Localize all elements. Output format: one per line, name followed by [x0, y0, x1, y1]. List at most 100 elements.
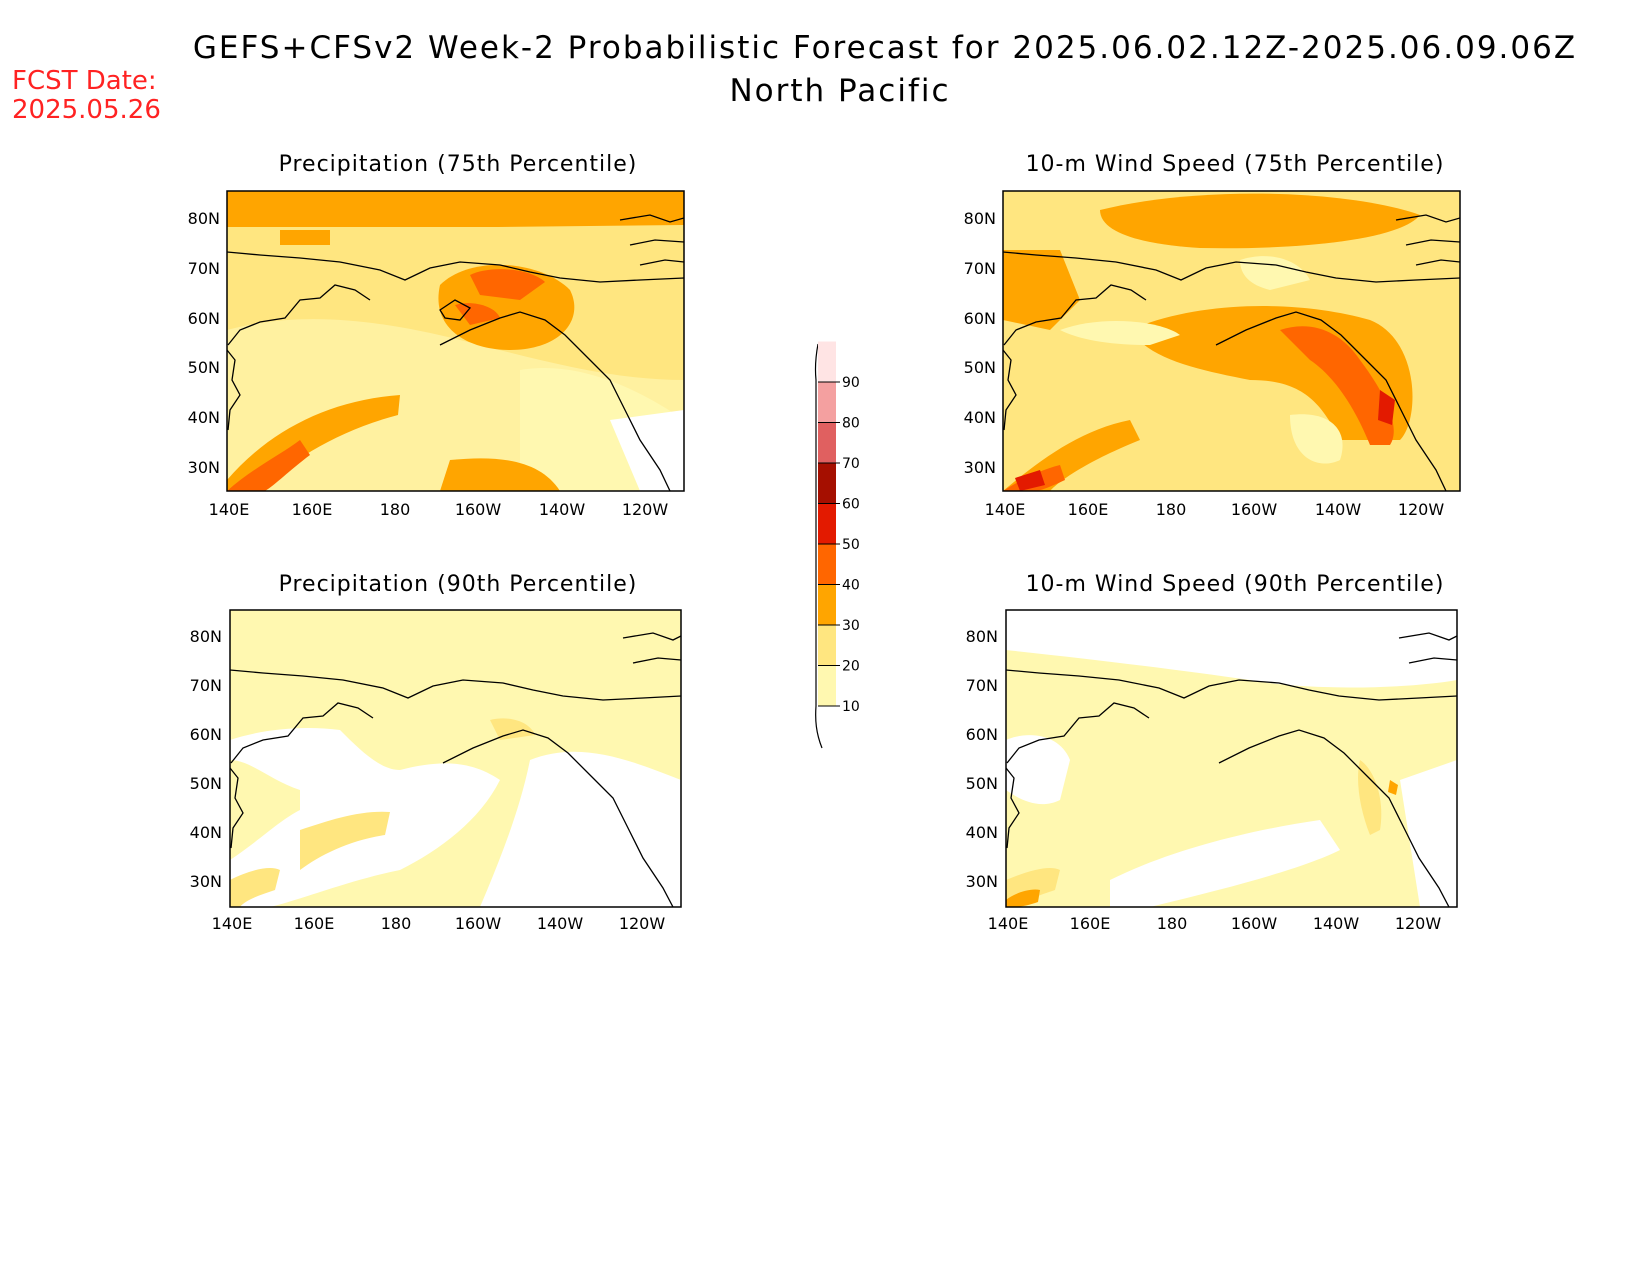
colorbar-swatches: [818, 341, 840, 707]
field-white-south: [1110, 820, 1340, 907]
coastlines: [230, 632, 681, 907]
lat-tick: 30N: [188, 458, 220, 477]
lon-tick: 140E: [985, 500, 1026, 519]
field-jet-max: [1015, 470, 1045, 491]
lon-tick: 120W: [1398, 500, 1445, 519]
colorbar-swatch: [818, 503, 836, 544]
map-frame: [1005, 609, 1458, 908]
colorbar-swatch: [818, 584, 836, 625]
colorbar-tick-label: 70: [842, 456, 860, 472]
field-pale: [1060, 320, 1180, 345]
colorbar-swatch: [818, 463, 836, 504]
lon-tick: 140W: [537, 914, 584, 933]
lat-tick: 40N: [190, 823, 222, 842]
lon-tick: 160W: [1231, 500, 1278, 519]
lon-tick: 120W: [619, 914, 666, 933]
lat-tick: 60N: [188, 309, 220, 328]
map-panel-precip-90: 80N 70N 60N 50N 40N 30N 140E 160E 180 16…: [190, 609, 682, 933]
field-west-blob: [1003, 250, 1080, 330]
colorbar-labels: 10 20 30 40 50 60 70 80 90: [842, 375, 860, 715]
field-white-east: [480, 751, 681, 907]
colorbar-swatch: [818, 382, 836, 423]
colorbar-tick-label: 30: [842, 618, 860, 634]
colorbar-tick-label: 40: [842, 578, 860, 594]
lat-tick: 80N: [188, 209, 220, 228]
colorbar-tick-label: 10: [842, 699, 860, 715]
field-band: [300, 811, 390, 870]
field-coast-max: [1388, 780, 1398, 795]
field-white-arctic: [1006, 610, 1457, 688]
lat-axis: 80N 70N 60N 50N 40N 30N: [188, 209, 220, 477]
field-band: [227, 225, 684, 255]
field-band-arctic: [227, 191, 684, 227]
lon-tick: 140E: [988, 914, 1029, 933]
lat-tick: 30N: [190, 872, 222, 891]
colorbar-tick-label: 60: [842, 497, 860, 513]
field-patch: [280, 230, 330, 245]
panel-title-wind-90: 10-m Wind Speed (90th Percentile): [1025, 572, 1445, 597]
field-patch: [490, 718, 535, 740]
lon-tick: 180: [1156, 500, 1187, 519]
map-frame: [229, 609, 682, 908]
map-panel-wind-90: 80N 70N 60N 50N 40N 30N 140E 160E 180 16…: [966, 609, 1458, 933]
panel-title-precip-75: Precipitation (75th Percentile): [278, 152, 638, 177]
lon-tick: 160E: [1068, 500, 1109, 519]
lon-axis: 140E 160E 180 160W 140W 120W: [988, 914, 1442, 933]
lat-tick: 80N: [964, 209, 996, 228]
colorbar-swatch: [818, 544, 836, 585]
lon-tick: 160E: [294, 914, 335, 933]
lon-tick: 140W: [1315, 500, 1362, 519]
lon-tick: 140E: [209, 500, 250, 519]
panel-title-wind-75: 10-m Wind Speed (75th Percentile): [1025, 152, 1445, 177]
lon-tick: 140W: [1313, 914, 1360, 933]
lat-tick: 30N: [966, 872, 998, 891]
map-panel-precip-75: 80N 70N 60N 50N 40N 30N 140E 160E 180 16…: [188, 190, 685, 519]
lon-tick: 140E: [212, 914, 253, 933]
colorbar-swatch: [818, 422, 836, 463]
colorbar-swatch: [818, 341, 836, 382]
lat-tick: 80N: [966, 627, 998, 646]
lon-axis: 140E 160E 180 160W 140W 120W: [985, 500, 1445, 519]
lon-axis: 140E 160E 180 160W 140W 120W: [209, 500, 669, 519]
lat-tick: 50N: [964, 358, 996, 377]
lat-tick: 60N: [964, 309, 996, 328]
lat-axis: 80N 70N 60N 50N 40N 30N: [190, 627, 222, 891]
lat-tick: 40N: [188, 408, 220, 427]
field-white-west: [1006, 735, 1070, 805]
map-panel-wind-75: 80N 70N 60N 50N 40N 30N 140E 160E 180 16…: [964, 190, 1461, 519]
coastlines: [1006, 632, 1457, 907]
field-pale3: [1240, 256, 1310, 290]
page-title: GEFS+CFSv2 Week-2 Probabilistic Forecast…: [192, 30, 1578, 66]
lon-tick: 160W: [1231, 914, 1278, 933]
lon-tick: 180: [381, 914, 412, 933]
panel-title-precip-90: Precipitation (90th Percentile): [278, 572, 638, 597]
lat-tick: 40N: [964, 408, 996, 427]
colorbar-swatch: [818, 665, 836, 706]
lat-tick: 50N: [966, 774, 998, 793]
lat-tick: 50N: [190, 774, 222, 793]
lon-tick: 160W: [455, 500, 502, 519]
lat-tick: 70N: [966, 676, 998, 695]
lat-tick: 50N: [188, 358, 220, 377]
field-pale2: [1290, 414, 1343, 464]
field-jet-core: [227, 440, 310, 491]
colorbar: 10 20 30 40 50 60 70 80 90: [814, 341, 860, 749]
lat-tick: 30N: [964, 458, 996, 477]
forecast-date-label: FCST Date:: [12, 66, 157, 96]
lon-tick: 160E: [292, 500, 333, 519]
lon-tick: 140W: [539, 500, 586, 519]
lat-axis: 80N 70N 60N 50N 40N 30N: [966, 627, 998, 891]
colorbar-tick-label: 50: [842, 537, 860, 553]
lon-axis: 140E 160E 180 160W 140W 120W: [212, 914, 666, 933]
field-arctic-blob: [1100, 193, 1420, 249]
field-alaska-core2: [455, 303, 500, 325]
lat-tick: 70N: [188, 259, 220, 278]
map-frame: [226, 190, 685, 492]
lon-tick: 160E: [1070, 914, 1111, 933]
field-band2: [230, 868, 280, 907]
lat-tick: 60N: [966, 725, 998, 744]
lat-tick: 60N: [190, 725, 222, 744]
lat-axis: 80N 70N 60N 50N 40N 30N: [964, 209, 996, 477]
colorbar-tick-label: 90: [842, 375, 860, 391]
